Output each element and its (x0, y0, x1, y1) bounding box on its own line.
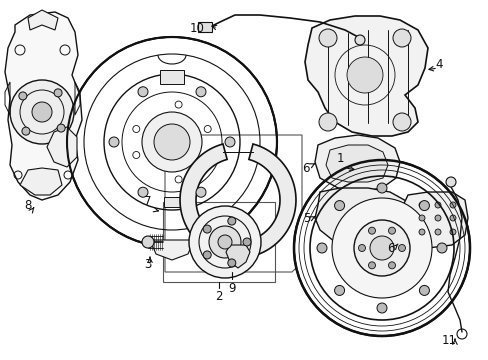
Polygon shape (150, 240, 194, 260)
Circle shape (154, 124, 190, 160)
Polygon shape (225, 245, 249, 268)
Circle shape (376, 183, 386, 193)
Text: 2: 2 (215, 290, 223, 303)
Circle shape (449, 202, 455, 208)
Circle shape (434, 202, 440, 208)
Text: 9: 9 (228, 282, 235, 295)
Circle shape (203, 225, 211, 233)
Text: 7: 7 (144, 195, 151, 208)
Bar (198, 22, 212, 32)
Circle shape (138, 187, 148, 197)
Polygon shape (20, 168, 62, 195)
Text: 3: 3 (144, 258, 151, 271)
Polygon shape (47, 127, 77, 167)
Circle shape (418, 229, 424, 235)
Circle shape (418, 202, 424, 208)
Circle shape (243, 238, 250, 246)
Polygon shape (314, 188, 417, 246)
Circle shape (189, 206, 261, 278)
Circle shape (445, 177, 455, 187)
Circle shape (449, 229, 455, 235)
Circle shape (434, 215, 440, 221)
Circle shape (334, 201, 344, 211)
Bar (163, 197, 180, 207)
Polygon shape (5, 12, 82, 200)
Circle shape (203, 251, 211, 259)
Circle shape (293, 160, 469, 336)
Circle shape (32, 102, 52, 122)
Circle shape (10, 80, 74, 144)
Polygon shape (399, 192, 467, 248)
Circle shape (138, 87, 148, 97)
Polygon shape (28, 10, 58, 30)
Circle shape (368, 262, 375, 269)
Circle shape (109, 137, 119, 147)
Circle shape (369, 236, 393, 260)
Text: 1: 1 (336, 152, 343, 165)
Text: 11: 11 (441, 333, 456, 346)
Circle shape (208, 226, 241, 258)
Circle shape (196, 187, 205, 197)
Circle shape (142, 112, 202, 172)
Text: 6: 6 (386, 242, 394, 255)
Text: 5: 5 (302, 211, 309, 225)
Circle shape (449, 215, 455, 221)
Polygon shape (305, 16, 427, 136)
Circle shape (318, 29, 336, 47)
Circle shape (368, 227, 375, 234)
Circle shape (387, 227, 395, 234)
Text: 4: 4 (434, 58, 442, 72)
Circle shape (316, 243, 326, 253)
Circle shape (196, 87, 205, 97)
Circle shape (387, 262, 395, 269)
Text: 6: 6 (302, 162, 309, 175)
Polygon shape (325, 145, 387, 182)
Circle shape (67, 37, 276, 247)
Circle shape (376, 303, 386, 313)
Circle shape (434, 229, 440, 235)
Circle shape (22, 127, 30, 135)
Circle shape (142, 236, 154, 248)
Circle shape (392, 113, 410, 131)
Circle shape (57, 124, 65, 132)
Text: 10: 10 (190, 22, 204, 35)
Circle shape (353, 220, 409, 276)
Circle shape (331, 198, 431, 298)
Circle shape (419, 201, 428, 211)
Circle shape (224, 137, 235, 147)
Circle shape (218, 235, 231, 249)
Polygon shape (248, 144, 295, 256)
Circle shape (19, 92, 27, 100)
Bar (160, 70, 183, 84)
Circle shape (227, 259, 235, 267)
Circle shape (436, 243, 446, 253)
Circle shape (318, 113, 336, 131)
Circle shape (418, 215, 424, 221)
Polygon shape (180, 144, 226, 256)
Circle shape (346, 57, 382, 93)
Circle shape (419, 285, 428, 296)
Circle shape (334, 285, 344, 296)
Circle shape (354, 35, 364, 45)
Circle shape (54, 89, 62, 97)
Bar (163, 202, 274, 282)
Circle shape (358, 244, 365, 252)
Polygon shape (314, 135, 399, 192)
Text: 8: 8 (24, 199, 32, 212)
Circle shape (227, 217, 235, 225)
Circle shape (398, 244, 405, 252)
Circle shape (392, 29, 410, 47)
